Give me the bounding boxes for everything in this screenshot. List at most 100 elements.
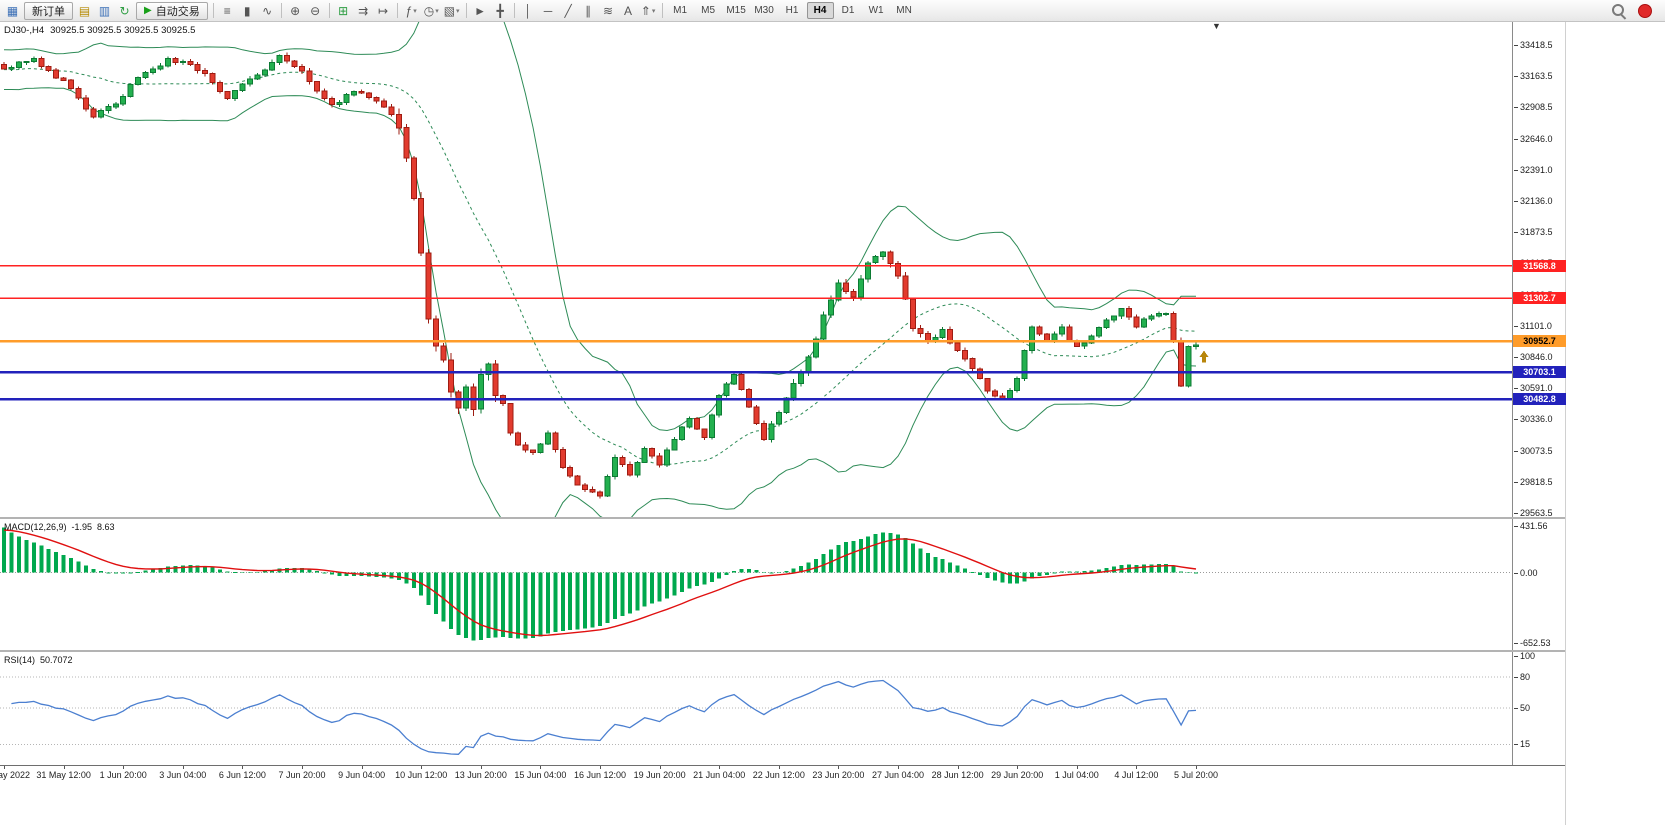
templates-icon[interactable]: ▧ ▾ (443, 3, 460, 18)
price-chart[interactable] (0, 22, 1512, 517)
timeframe-button-h4[interactable]: H4 (806, 2, 834, 19)
chart-area[interactable]: DJ30-,H4 30925.5 30925.5 30925.5 30925.5 … (0, 21, 1566, 825)
timeframe-button-d1[interactable]: D1 (841, 5, 855, 16)
rsi-panel[interactable] (0, 652, 1512, 765)
fibonacci-icon[interactable]: ≋ (603, 3, 614, 18)
time-axis-label: 6 Jun 12:00 (218, 770, 266, 780)
price-axis-tick: 33418.5 (1514, 40, 1553, 50)
timeframe-button-h1[interactable]: H1 (785, 5, 799, 16)
chart-shift-icon[interactable]: ↦ (378, 3, 389, 18)
time-axis-tick (898, 766, 899, 769)
price-axis-tick: 32908.5 (1514, 102, 1553, 113)
trendline-icon[interactable]: ╱ (564, 3, 572, 18)
toolbar-separator (465, 3, 467, 18)
chart-window-icon[interactable]: ▦ (6, 3, 19, 18)
time-axis-tick (361, 766, 363, 769)
price-axis-tick: 30591.0 (1514, 383, 1553, 394)
time-axis-label: 23 Jun 20:00 (812, 770, 865, 780)
time-axis-label: 9 Jun 04:00 (338, 770, 386, 780)
candlestick-icon[interactable]: ▮ (243, 3, 251, 18)
time-axis-tick (63, 766, 65, 769)
arrows-tool-icon[interactable]: ⇑ ▾ (640, 3, 656, 18)
text-tool-icon[interactable]: A (624, 3, 633, 18)
timeframe-button-m15[interactable]: M15 (726, 5, 746, 16)
zoom-out-icon[interactable]: ⊖ (310, 3, 321, 18)
price-line-tag[interactable]: 30952.7 (1513, 335, 1566, 348)
ohlc-values: 30925.5 30925.5 30925.5 30925.5 (50, 25, 196, 36)
dropdown-arrow-icon: ▾ (651, 7, 656, 15)
toolbar-separator (513, 3, 515, 18)
timeframe-button-m30[interactable]: M30 (754, 5, 774, 16)
timeframe-button-m1[interactable]: M1 (673, 5, 688, 16)
notification-badge-icon[interactable] (1638, 3, 1652, 18)
time-axis-label: 29 Jun 20:00 (991, 770, 1044, 780)
dropdown-arrow-icon: ▾ (435, 7, 439, 15)
price-axis-tick: 30073.5 (1514, 445, 1553, 456)
time-axis-tick (182, 766, 184, 769)
line-chart-icon[interactable]: ∿ (262, 3, 273, 18)
zoom-in-icon[interactable]: ⊕ (290, 3, 301, 18)
time-axis-tick (480, 766, 482, 769)
timeframe-button-mn[interactable]: MN (896, 5, 912, 16)
price-axis-tick: 30336.0 (1514, 414, 1553, 425)
channel-icon[interactable]: ∥ (585, 3, 592, 18)
time-axis-tick (719, 766, 721, 769)
symbol-period: DJ30-,H4 (4, 25, 45, 36)
toolbar-separator (661, 3, 663, 18)
indicator-axis-tick: 80 (1513, 671, 1531, 682)
search-icon[interactable] (1611, 3, 1626, 18)
time-axis-label: 16 Jun 12:00 (573, 770, 627, 780)
horizontal-line-icon[interactable]: ─ (543, 3, 553, 18)
window-right-margin (1565, 22, 1665, 825)
price-axis-tick: 29818.5 (1514, 476, 1553, 487)
toolbar-separator (212, 3, 214, 18)
time-axis-label: 10 Jun 12:00 (395, 770, 448, 780)
periods-icon[interactable]: ◷ ▾ (423, 3, 439, 18)
new-order-button[interactable]: 新订单 (24, 1, 73, 20)
price-line-tag[interactable]: 30703.1 (1513, 366, 1566, 379)
time-axis-tick (957, 766, 959, 769)
time-axis-label: 13 Jun 20:00 (454, 770, 507, 780)
indicators-icon[interactable]: ƒ ▾ (405, 3, 417, 18)
price-axis[interactable]: 33418.5 33163.5 32908.5 32646.0 32391.0 32136… (1512, 22, 1566, 765)
indicator-axis-tick: 100 (1513, 651, 1536, 661)
time-axis-tick (838, 766, 840, 769)
indicator-axis-tick: 0.00 (1514, 567, 1538, 578)
price-line-tag[interactable]: 31568.8 (1513, 259, 1566, 272)
bar-chart-icon[interactable]: ≡ (223, 3, 231, 18)
time-axis-tick (778, 766, 780, 769)
chart-shift-marker[interactable]: ▼ (1212, 21, 1221, 31)
time-axis-label: 27 Jun 04:00 (871, 770, 925, 780)
macd-label: MACD(12,26,9) -1.95 8.63 (4, 522, 120, 532)
price-line-tag[interactable]: 30482.8 (1513, 393, 1566, 406)
time-axis-label: 5 Jul 20:00 (1173, 770, 1219, 780)
time-axis-label: 4 Jul 12:00 (1114, 770, 1159, 780)
time-axis-label: 31 May 12:00 (36, 770, 91, 780)
tile-windows-icon[interactable]: ⊞ (338, 3, 349, 18)
timeframe-button-w1[interactable]: W1 (868, 5, 884, 16)
time-axis-tick (123, 766, 125, 769)
timeframe-button-m5[interactable]: M5 (701, 5, 716, 16)
panel-splitter[interactable] (0, 517, 1565, 519)
vertical-line-icon[interactable]: │ (524, 3, 532, 18)
autotrading-button[interactable]: ▶ 自动交易 (136, 1, 208, 20)
macd-signal-value: 8.63 (97, 522, 115, 532)
refresh-icon[interactable]: ↻ (119, 3, 130, 18)
cursor-icon[interactable]: ► (474, 3, 486, 18)
crosshair-icon[interactable]: ╋ (496, 3, 504, 18)
panel-splitter[interactable] (0, 650, 1565, 652)
indicator-axis-tick: 431.56 (1514, 521, 1548, 532)
market-watch-icon[interactable]: ▤ (78, 3, 91, 18)
indicator-axis-tick: 50 (1513, 703, 1531, 713)
data-window-icon[interactable]: ▥ (98, 3, 111, 18)
rsi-name: RSI(14) (4, 655, 36, 665)
time-axis[interactable]: 30 May 2022 31 May 12:00 1 Jun 20:00 3 Jun … (0, 765, 1565, 783)
macd-panel[interactable] (0, 519, 1512, 650)
toolbar-separator (280, 3, 282, 18)
auto-scroll-icon[interactable]: ⇉ (358, 3, 369, 18)
time-axis-tick (302, 766, 303, 769)
time-axis-tick (1076, 766, 1078, 769)
price-line-tag[interactable]: 31302.7 (1513, 292, 1566, 305)
time-axis-label: 22 Jun 12:00 (752, 770, 805, 780)
